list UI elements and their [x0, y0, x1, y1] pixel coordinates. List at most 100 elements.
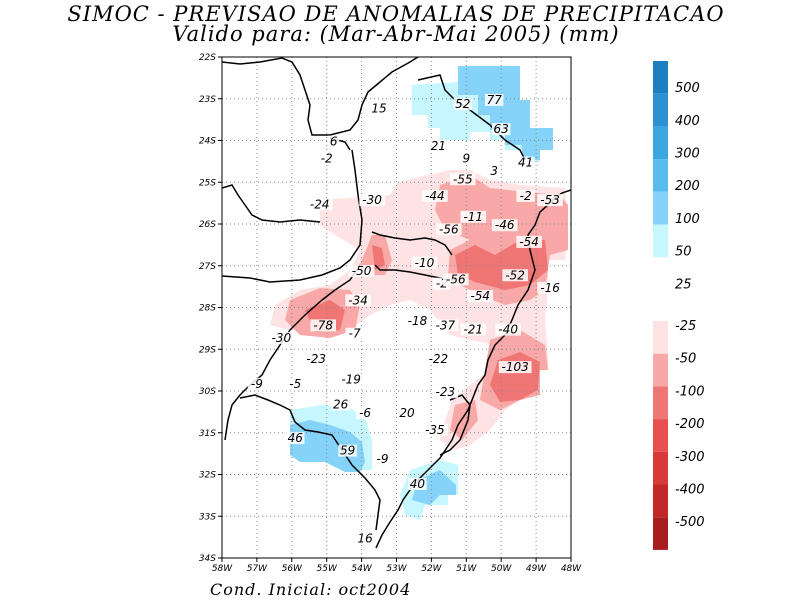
colorbar-positive-label: 300 — [675, 146, 700, 161]
anomaly-value-label: -56 — [446, 272, 466, 286]
annotation-bg — [453, 98, 473, 111]
annotation-bg — [328, 135, 340, 148]
lat-tick-label: 27S — [199, 262, 216, 272]
anomaly-value-label: 77 — [487, 93, 503, 107]
lat-tick-label: 29S — [199, 345, 216, 355]
annotation-bg — [488, 164, 500, 177]
colorbar-positive-label: 500 — [675, 81, 700, 96]
colorbar-negative-swatch — [653, 419, 668, 452]
annotation-bg — [422, 423, 448, 436]
anomaly-value-label: -30 — [362, 193, 382, 207]
colorbar-negative-swatch — [653, 517, 668, 550]
lon-tick-label: 52W — [421, 564, 442, 574]
lat-tick-label: 30S — [199, 387, 216, 397]
lat-tick-label: 31S — [199, 429, 216, 439]
border-parana-west — [222, 149, 363, 283]
colorbar-positive-swatch — [653, 126, 668, 160]
anomaly-value-label: -24 — [310, 197, 330, 211]
annotation-bg — [516, 156, 535, 169]
anomaly-value-label: -37 — [436, 318, 456, 332]
lat-tick-label: 24S — [199, 137, 216, 147]
annotation-bg — [303, 352, 330, 365]
colorbar-positive-label: 25 — [675, 277, 692, 292]
colorbar-positive-label: 100 — [675, 212, 700, 227]
anomaly-value-label: -50 — [352, 264, 372, 278]
annotation-bg — [537, 281, 563, 294]
annotation-bg — [422, 189, 448, 202]
anomaly-value-label: 63 — [494, 122, 509, 136]
colorbar-negative-swatch — [653, 386, 668, 420]
anomaly-value-label: -54 — [519, 235, 539, 249]
colorbar-negative-swatch — [653, 484, 668, 518]
borders-layer — [222, 57, 571, 549]
anomaly-value-label: 59 — [340, 444, 355, 458]
anomaly-value-label: -23 — [436, 385, 456, 399]
annotation-bg — [537, 194, 563, 207]
annotation-bg — [286, 432, 305, 445]
annotation-bg — [495, 323, 521, 336]
lon-tick-label: 53W — [386, 564, 407, 574]
annotation-bg — [317, 152, 336, 165]
annotation-bg — [429, 139, 448, 152]
anomaly-value-label: -35 — [425, 423, 445, 437]
border-misiones — [371, 231, 453, 256]
anomaly-value-label: -2 — [321, 151, 333, 165]
colorbar-negative-swatch — [653, 321, 668, 354]
colorbar-positive-swatch — [653, 159, 668, 192]
border-brazil-uruguay — [239, 394, 381, 531]
anomaly-value-label: 3 — [490, 164, 498, 178]
annotation-bg — [485, 93, 504, 106]
anomaly-value-label: 41 — [518, 156, 533, 170]
annotation-bg — [498, 361, 532, 374]
chart-subtitle: Valido para: (Mar-Abr-Mai 2005) (mm) — [172, 22, 620, 46]
border-uruguay-river — [224, 264, 361, 441]
colorbar: 500 400 300 200 100 50 25 -25 -50 -100 -200 -300 -40… — [653, 61, 705, 550]
lon-tick-label: 55W — [317, 564, 338, 574]
anomaly-annotations: 15 52 77 63 41 6 -2 21 9 3 -55 -44 -2 -53 -24 -30 -11 -46… — [247, 93, 563, 545]
anomaly-value-label: -2 — [436, 277, 448, 291]
anomaly-value-label: -2 — [520, 189, 532, 203]
anomaly-value-label: -52 — [505, 268, 525, 282]
colorbar-negative-label: -200 — [675, 417, 705, 432]
anomaly-value-label: -19 — [341, 373, 361, 387]
annotation-bg — [516, 235, 542, 248]
annotation-bg — [460, 323, 487, 336]
lon-tick-labels: 58W 57W 56W 55W 54W 53W 52W 51W 50W 49W 48W — [212, 558, 582, 574]
lagoa-dos-patos — [439, 394, 471, 456]
colorbar-positive-label: 400 — [675, 114, 700, 129]
anomaly-value-label: -6 — [359, 406, 371, 420]
lon-tick-label: 54W — [351, 564, 372, 574]
lat-tick-label: 22S — [199, 53, 216, 63]
anomaly-value-label: -46 — [495, 218, 515, 232]
positive-region-north-core — [458, 66, 553, 160]
annotation-bg — [306, 198, 333, 211]
annotation-bg — [411, 256, 438, 269]
annotation-bg — [247, 377, 267, 390]
anomaly-value-label: -5 — [289, 377, 301, 391]
colorbar-negative-label: -25 — [675, 319, 696, 334]
annotation-bg — [408, 478, 427, 491]
lat-tick-label: 28S — [199, 304, 216, 314]
anomaly-value-label: 52 — [455, 97, 470, 111]
annotation-bg — [355, 407, 375, 420]
colorbar-negative-label: -50 — [675, 352, 696, 367]
annotation-bg — [436, 223, 462, 236]
initial-condition-label: Cond. Inicial: oct2004 — [210, 580, 412, 599]
lon-tick-label: 51W — [456, 564, 477, 574]
anomaly-value-label: -34 — [348, 293, 368, 307]
annotation-bg — [491, 219, 518, 232]
anomaly-value-label: -44 — [425, 189, 445, 203]
colorbar-positive-label: 50 — [675, 245, 692, 260]
annotation-bg — [348, 265, 375, 278]
annotation-bg — [355, 532, 375, 545]
lat-tick-label: 34S — [199, 554, 216, 564]
anomaly-value-label: -7 — [349, 327, 361, 341]
colorbar-negative-label: -400 — [675, 483, 705, 498]
colorbar-positive-swatch — [653, 191, 668, 225]
annotation-bg — [404, 315, 431, 328]
anomaly-value-label: -55 — [453, 172, 473, 186]
annotation-bg — [331, 398, 350, 411]
annotation-bg — [359, 194, 385, 207]
annotation-bg — [369, 102, 389, 115]
anomaly-value-label: 9 — [462, 151, 470, 165]
